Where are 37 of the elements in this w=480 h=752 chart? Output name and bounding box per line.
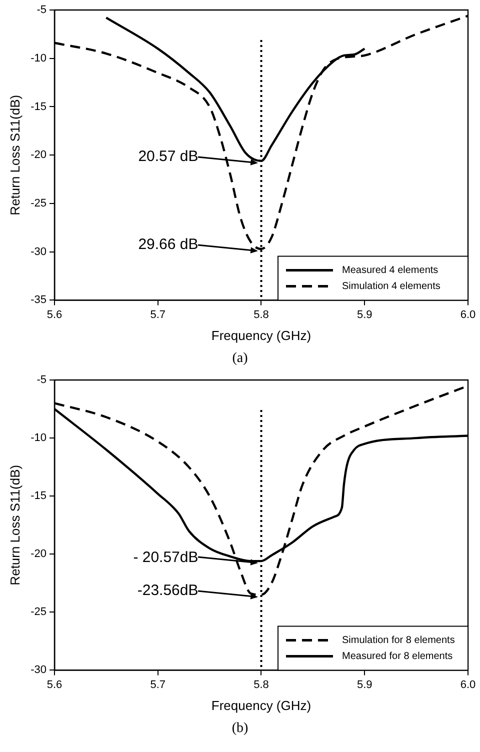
annotation: 29.66 dB	[138, 236, 198, 254]
x-tick-label: 5.9	[356, 678, 372, 691]
text: (b)	[230, 720, 250, 738]
y-tick-label: -25	[30, 198, 46, 210]
y-tick-label: -30	[30, 246, 46, 258]
x-tick-label: 5.8	[254, 308, 269, 321]
y-tick-label: -5	[36, 4, 46, 16]
y-tick-label: -20	[30, 149, 46, 162]
x-tick-label: 5.7	[150, 308, 166, 321]
x-axis-title: Frequency (GHz)	[211, 328, 312, 343]
x-tick-label: 6.0	[460, 308, 476, 321]
y-tick-label: -30	[30, 664, 46, 676]
annotation: 20.57 dB	[138, 148, 198, 166]
annotation: -23.56dB	[137, 582, 198, 600]
legend-label: Measured 4 elements	[342, 264, 438, 276]
x-tick-label: 5.6	[46, 308, 62, 321]
y-tick-label: -15	[30, 100, 46, 113]
y-tick-label: -35	[30, 294, 46, 306]
x-tick-label: 5.9	[356, 308, 372, 321]
y-tick-label: -15	[30, 490, 46, 502]
x-tick-label: 5.6	[46, 678, 62, 691]
y-axis-title: Return Loss S11(dB)	[7, 464, 22, 586]
y-tick-label: -5	[36, 374, 46, 386]
x-tick-label: 5.7	[150, 678, 166, 691]
y-axis-title: Return Loss S11(dB)	[7, 94, 22, 216]
legend-label: Measured for 8 elements	[342, 650, 453, 662]
y-tick-label: -20	[30, 548, 46, 560]
x-axis-title: Frequency (GHz)	[211, 698, 312, 713]
x-tick-label: 6.0	[460, 678, 476, 691]
y-tick-label: -10	[30, 432, 46, 444]
legend-label: Simulation 4 elements	[342, 280, 440, 292]
y-tick-label: -25	[30, 606, 46, 618]
text: (a)	[231, 350, 249, 368]
legend-label: Simulation for 8 elements	[342, 634, 455, 646]
y-tick-label: -10	[30, 52, 46, 64]
x-tick-label: 5.8	[254, 678, 269, 691]
annotation: - 20.57dB	[133, 548, 198, 566]
